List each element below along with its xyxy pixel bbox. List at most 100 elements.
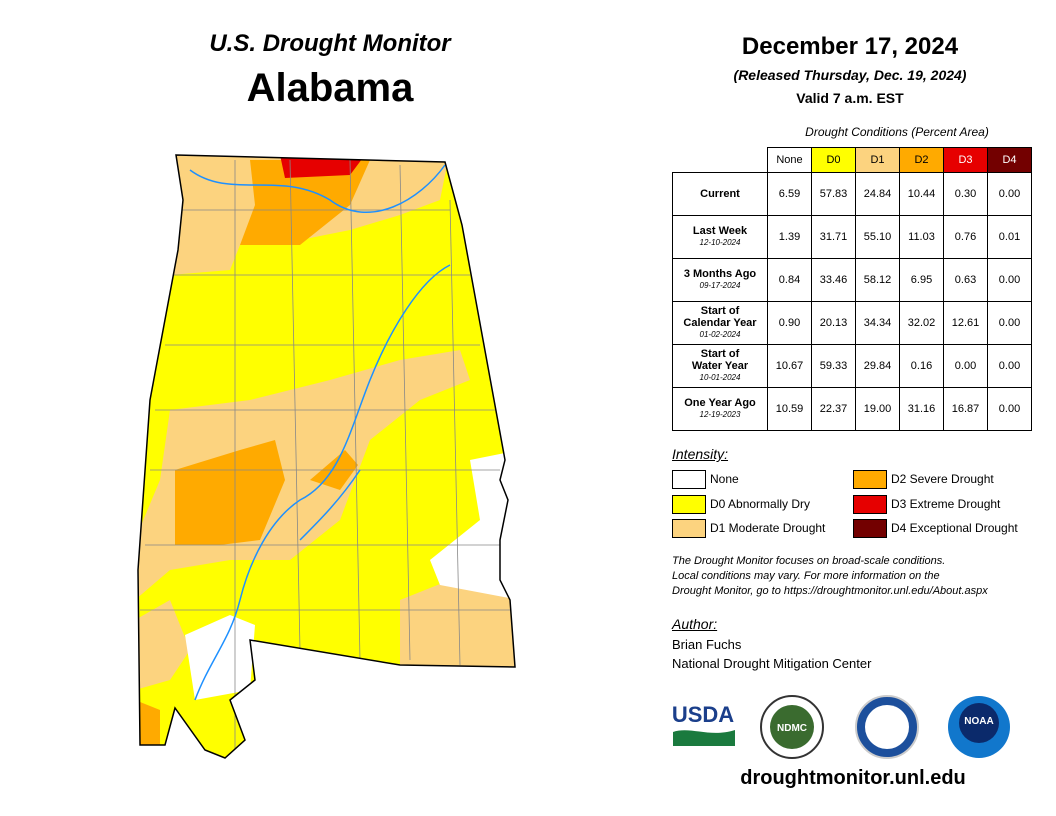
cell: 55.10 xyxy=(855,215,900,259)
legend-title: Intensity: xyxy=(672,446,729,462)
table-row: 3 Months Ago 09-17-2024 0.84 33.46 58.12 6.95… xyxy=(672,258,1032,302)
row-label-line: Start of xyxy=(700,305,740,317)
logo-usda: USDA xyxy=(672,702,734,727)
cell: 11.03 xyxy=(899,215,944,259)
row-label-line: Start of xyxy=(700,348,740,360)
corner-cell xyxy=(672,147,768,173)
legend-label: None xyxy=(710,472,739,486)
author-org: National Drought Mitigation Center xyxy=(672,656,872,671)
row-label-line: Current xyxy=(700,188,740,200)
legend-swatch xyxy=(672,470,706,489)
cell: 0.90 xyxy=(767,301,812,345)
note: The Drought Monitor focuses on broad-sca… xyxy=(672,554,988,599)
cell: 16.87 xyxy=(943,387,988,431)
table-row: Start of Water Year 10-01-2024 10.67 59.33 29… xyxy=(672,344,1032,388)
cell: 57.83 xyxy=(811,172,856,216)
logos: USDA NDMC NOAA xyxy=(672,695,1010,759)
conditions-table: None D0 D1 D2 D3 D4 Current 6.59 57.83 24.84 10.44… xyxy=(672,147,1032,431)
cell: 0.16 xyxy=(899,344,944,388)
released: (Released Thursday, Dec. 19, 2024) xyxy=(733,67,967,83)
row-label-line: One Year Ago xyxy=(684,397,756,409)
map xyxy=(137,154,516,759)
county-lines xyxy=(140,159,515,758)
cell: 0.30 xyxy=(943,172,988,216)
note-line: Local conditions may vary. For more info… xyxy=(672,570,940,582)
cell: 0.00 xyxy=(987,258,1032,302)
column-header: D2 xyxy=(899,147,944,173)
cell: 6.95 xyxy=(899,258,944,302)
table-row: Last Week 12-10-2024 1.39 31.71 55.10 11.03 0.… xyxy=(672,215,1032,259)
column-header: D3 xyxy=(943,147,988,173)
cell: 58.12 xyxy=(855,258,900,302)
legend-label: D4 Exceptional Drought xyxy=(891,521,1018,535)
table-row: Current 6.59 57.83 24.84 10.44 0.30 0.00 xyxy=(672,172,1032,216)
url: droughtmonitor.unl.edu xyxy=(740,767,966,789)
row-label: 3 Months Ago 09-17-2024 xyxy=(672,258,768,302)
cell: 31.16 xyxy=(899,387,944,431)
cell: 24.84 xyxy=(855,172,900,216)
author-title: Author: xyxy=(672,616,718,632)
cell: 0.00 xyxy=(987,387,1032,431)
header-row: None D0 D1 D2 D3 D4 xyxy=(672,147,1032,173)
logo-noaa-disc xyxy=(959,703,999,743)
cell: 0.84 xyxy=(767,258,812,302)
cell: 34.34 xyxy=(855,301,900,345)
row-label-line: Last Week xyxy=(692,225,748,237)
logo-usda-mark xyxy=(673,730,735,746)
state-outline xyxy=(137,154,516,759)
legend-swatch xyxy=(853,494,887,514)
row-label: One Year Ago 12-19-2023 xyxy=(672,387,768,431)
logo-ndmc: NDMC xyxy=(777,723,807,734)
cell: 33.46 xyxy=(811,258,856,302)
note-line: The Drought Monitor focuses on broad-sca… xyxy=(672,555,946,567)
logo-ndmc-disc xyxy=(770,705,814,749)
cell: 1.39 xyxy=(767,215,812,259)
drought-areas xyxy=(138,155,515,758)
cell: 0.00 xyxy=(943,344,988,388)
table-row: One Year Ago 12-19-2023 10.59 22.37 19.00 31.… xyxy=(672,387,1032,431)
row-date: 12-10-2024 xyxy=(699,238,741,247)
legend-label: D2 Severe Drought xyxy=(891,472,994,486)
row-label-line: 3 Months Ago xyxy=(683,268,757,280)
rivers xyxy=(189,164,451,701)
column-header: D1 xyxy=(855,147,900,173)
cell: 0.00 xyxy=(987,172,1032,216)
legend-label: D1 Moderate Drought xyxy=(710,521,826,535)
row-label-line: Water Year xyxy=(691,360,749,372)
date: December 17, 2024 xyxy=(741,33,959,60)
legend-swatch xyxy=(853,470,887,489)
row-label: Current xyxy=(672,172,768,216)
valid: Valid 7 a.m. EST xyxy=(796,90,904,106)
table-row: Start of Calendar Year 01-02-2024 0.90 20.13… xyxy=(672,301,1032,345)
table-caption: Drought Conditions (Percent Area) xyxy=(805,125,989,139)
row-date: 12-19-2023 xyxy=(699,410,741,419)
cell: 0.76 xyxy=(943,215,988,259)
legend-swatch xyxy=(853,519,887,538)
title: U.S. Drought Monitor xyxy=(209,30,451,57)
cell: 0.01 xyxy=(987,215,1032,259)
author-name: Brian Fuchs xyxy=(672,637,742,652)
cell: 0.63 xyxy=(943,258,988,302)
column-header: D0 xyxy=(811,147,856,173)
logo-noaa: NOAA xyxy=(964,716,993,727)
cell: 22.37 xyxy=(811,387,856,431)
state: Alabama xyxy=(246,66,414,110)
row-date: 01-02-2024 xyxy=(699,330,741,339)
cell: 0.00 xyxy=(987,301,1032,345)
cell: 59.33 xyxy=(811,344,856,388)
row-label-line: Calendar Year xyxy=(683,317,757,329)
logo-commerce-inner xyxy=(865,705,909,749)
legend-swatch xyxy=(672,494,706,514)
cell: 10.59 xyxy=(767,387,812,431)
legend-label: D3 Extreme Drought xyxy=(891,496,1001,511)
row-label: Start of Calendar Year 01-02-2024 xyxy=(672,301,768,345)
cell: 32.02 xyxy=(899,301,944,345)
row-label: Start of Water Year 10-01-2024 xyxy=(672,344,768,388)
cell: 12.61 xyxy=(943,301,988,345)
cell: 19.00 xyxy=(855,387,900,431)
column-header: None xyxy=(767,147,812,173)
row-date: 09-17-2024 xyxy=(699,281,741,290)
cell: 6.59 xyxy=(767,172,812,216)
cell: 0.00 xyxy=(987,344,1032,388)
